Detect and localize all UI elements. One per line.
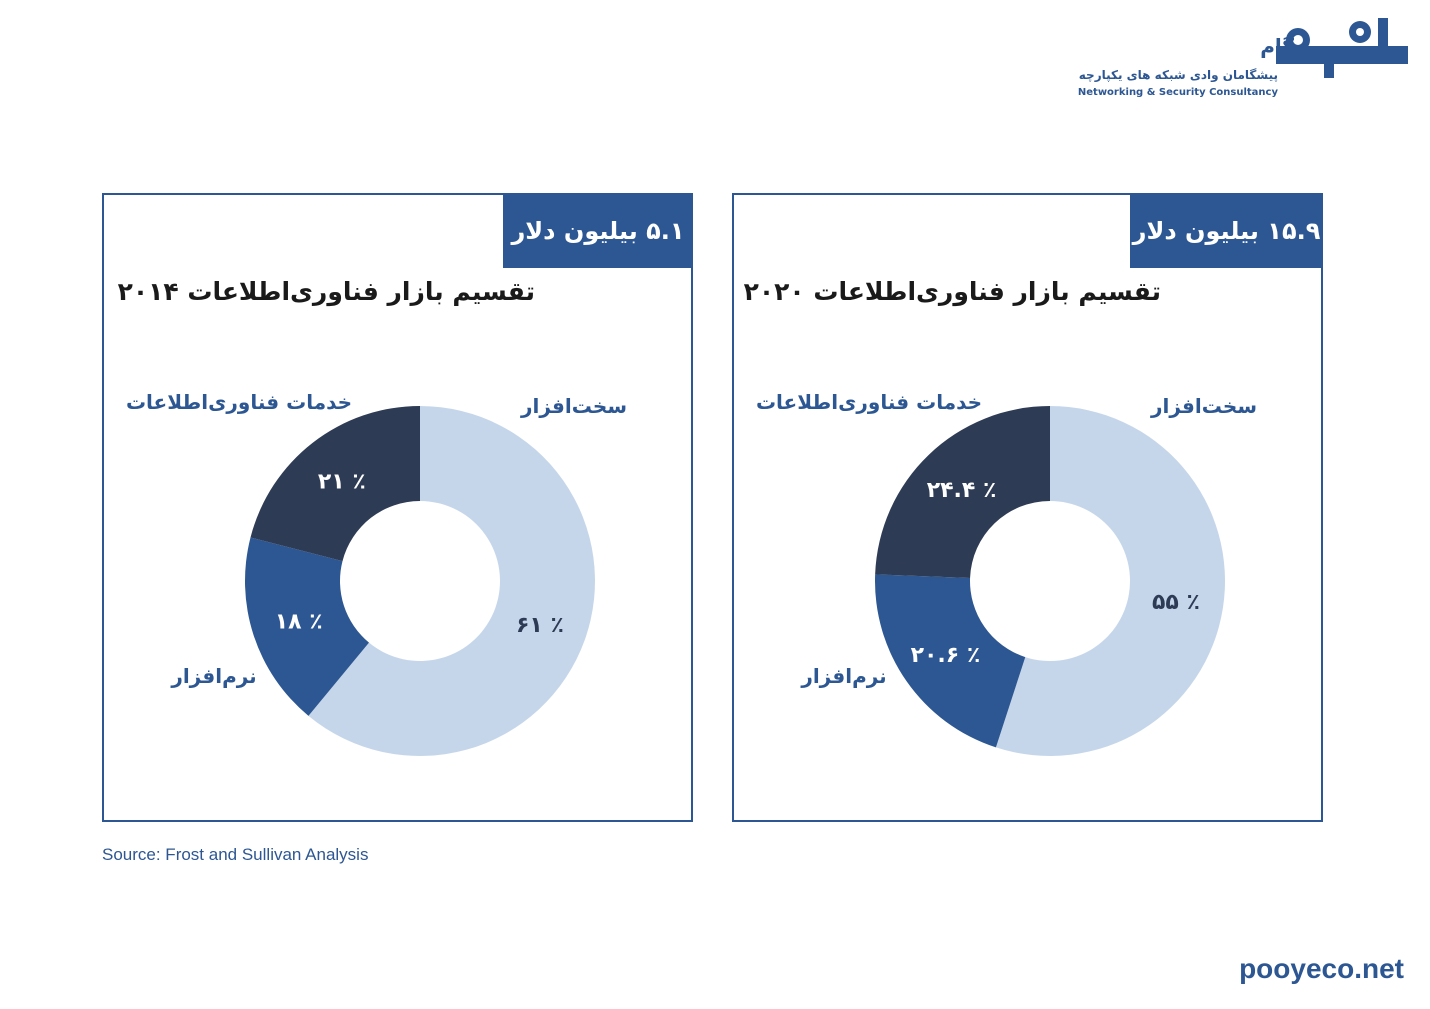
chart-panel-2020: ۱۵.۹ بیلیون دلار تقسیم بازار فناوری‌اطلا…: [732, 193, 1323, 822]
slice-software: [245, 537, 370, 716]
slice-hardware: [995, 406, 1225, 756]
source-note: Source: Frost and Sullivan Analysis: [102, 845, 369, 864]
slice-it-services: [250, 406, 420, 562]
slice-software: [875, 574, 1026, 748]
company-logo: گام پیشگامان وادی شبکه های یکپارچه Netwo…: [1048, 12, 1408, 107]
chart-title: تقسیم بازار فناوری‌اطلاعات ۲۰۱۴: [117, 277, 535, 306]
label-software: نرم‌افزار: [800, 664, 886, 688]
chart-panel-2014: ۵.۱ بیلیون دلار تقسیم بازار فناوری‌اطلاع…: [102, 193, 693, 822]
logo-brand-text: گام: [1260, 34, 1294, 58]
label-hardware: سخت‌افزار: [520, 394, 627, 418]
logo-tagline: پیشگامان وادی شبکه های یکپارچه: [1078, 68, 1278, 82]
slice-hardware: [308, 406, 595, 756]
logo-english-tagline: Networking & Security Consultancy: [1077, 87, 1278, 98]
slice-hardware-value: ٪ ۶۱: [516, 613, 564, 638]
market-total-badge: ۵.۱ بیلیون دلار: [503, 193, 693, 268]
label-it-services: خدمات فناوری‌اطلاعات: [756, 390, 982, 414]
label-it-services: خدمات فناوری‌اطلاعات: [126, 390, 352, 414]
footer-url-link[interactable]: pooyeco.net: [1239, 953, 1404, 984]
label-software: نرم‌افزار: [170, 664, 256, 688]
market-total-badge: ۱۵.۹ بیلیون دلار: [1130, 193, 1323, 268]
chart-title: تقسیم بازار فناوری‌اطلاعات ۲۰۲۰: [743, 277, 1161, 306]
label-hardware: سخت‌افزار: [1150, 394, 1257, 418]
donut-chart-2020: ٪ ۵۵ ٪ ۲۰.۶ ٪ ۲۴.۴ سخت‌افزار نرم‌افزار خدمات …: [756, 390, 1257, 756]
donut-chart-2014: ٪ ۶۱ ٪ ۱۸ ٪ ۲۱ سخت‌افزار نرم‌افزار خدمات فناو…: [126, 390, 627, 756]
slice-it-services-value: ٪ ۲۴.۴: [927, 478, 997, 503]
slice-software-value: ٪ ۱۸: [275, 609, 323, 634]
slice-software-value: ٪ ۲۰.۶: [911, 643, 981, 668]
slice-it-services: [875, 406, 1050, 578]
slice-hardware-value: ٪ ۵۵: [1152, 590, 1200, 615]
logo-mark-icon: [1276, 18, 1408, 78]
slice-it-services-value: ٪ ۲۱: [318, 469, 366, 494]
